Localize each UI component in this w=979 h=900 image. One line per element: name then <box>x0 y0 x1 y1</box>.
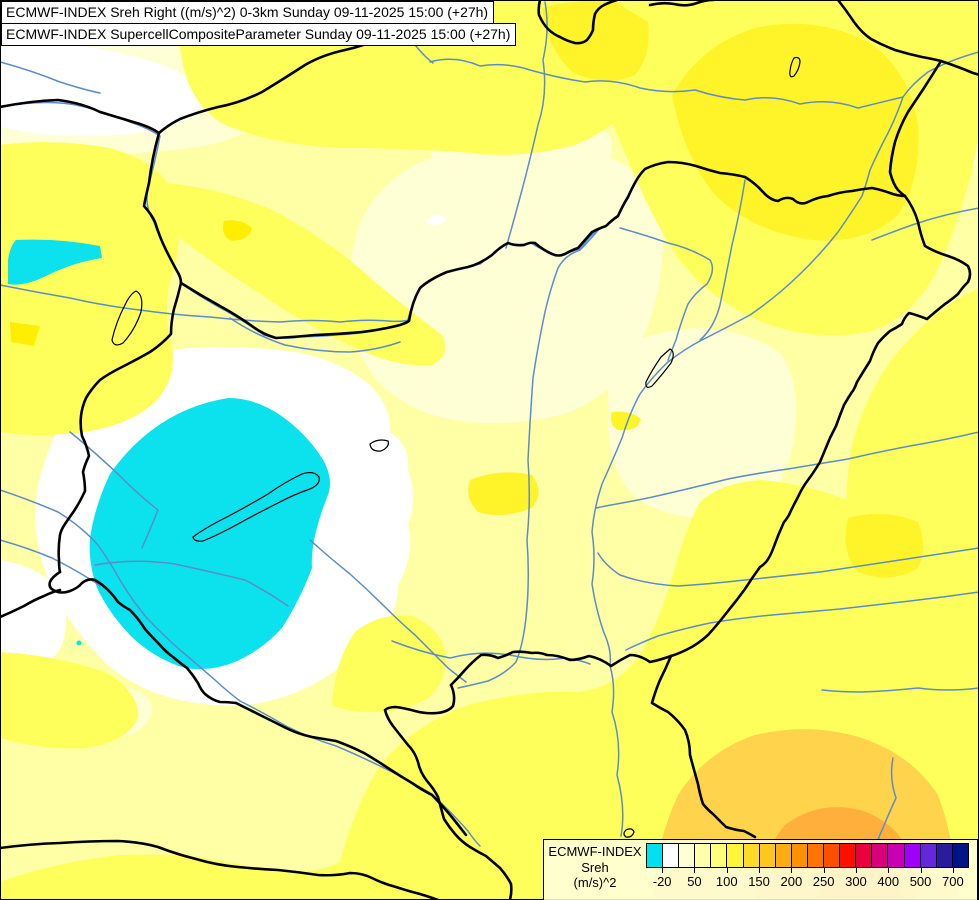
legend-tick-mark <box>694 868 696 873</box>
legend-color-cell <box>663 844 680 867</box>
lake-velence-outline <box>369 439 389 452</box>
legend-color-cell <box>840 844 857 867</box>
legend-color-cell <box>824 844 841 867</box>
legend-color-cell <box>743 844 760 867</box>
legend-tick-label: -20 <box>652 874 672 889</box>
legend-color-cell <box>952 844 968 867</box>
legend-color-cell <box>727 844 744 867</box>
legend-tick-label: 50 <box>687 874 702 889</box>
legend-color-cell <box>711 844 728 867</box>
legend-tick-mark <box>823 868 825 873</box>
legend-color-cell <box>791 844 808 867</box>
legend-units: (m/s)^2 <box>573 875 617 890</box>
legend-color-cell <box>920 844 937 867</box>
legend-label: ECMWF-INDEX Sreh (m/s)^2 <box>544 844 646 891</box>
lake-tisza-outline <box>645 348 674 388</box>
legend-color-cell <box>775 844 792 867</box>
legend-color-cell <box>695 844 712 867</box>
title-box: ECMWF-INDEX Sreh Right ((m/s)^2) 0-3km S… <box>1 1 517 46</box>
title-line-1: ECMWF-INDEX Sreh Right ((m/s)^2) 0-3km S… <box>1 1 495 24</box>
vivid-yellow-regions <box>468 0 923 578</box>
legend-tick-label: 200 <box>780 874 803 889</box>
legend-color-cell <box>936 844 953 867</box>
cyan-region-west <box>8 239 102 285</box>
legend-tick-scale: -20 50 100 150 200 250 300 400 500 700 <box>646 868 969 898</box>
legend-tick-label: 100 <box>715 874 738 889</box>
legend-tick-mark <box>726 868 728 873</box>
legend-tick-label: 700 <box>941 874 964 889</box>
legend-tick-mark <box>759 868 761 873</box>
lake-balaton-outline <box>192 471 320 542</box>
legend-tick-mark <box>888 868 890 873</box>
legend-tick-label: 250 <box>812 874 835 889</box>
legend-tick-mark <box>920 868 922 873</box>
legend-colorbar <box>646 843 969 868</box>
legend-tick-label: 400 <box>877 874 900 889</box>
legend-tick-label: 300 <box>845 874 867 889</box>
cyan-regions <box>8 239 331 670</box>
legend-parameter: Sreh <box>581 859 609 875</box>
deep-yellow-spots <box>10 220 252 346</box>
legend-tick-mark <box>952 868 954 873</box>
cyan-region-balaton <box>89 398 331 670</box>
legend-color-cell <box>888 844 905 867</box>
lake-ferto-outline <box>111 290 143 346</box>
lake-outlines <box>111 56 801 838</box>
legend-color-cell <box>904 844 921 867</box>
legend-box: ECMWF-INDEX Sreh (m/s)^2 -20 50 100 150 200 2… <box>543 839 978 900</box>
legend-title: ECMWF-INDEX <box>548 844 642 859</box>
legend-color-cell <box>807 844 825 867</box>
title-line-2: ECMWF-INDEX SupercellCompositeParameter … <box>1 23 517 46</box>
legend-color-cell <box>872 844 889 867</box>
legend-color-cell <box>647 844 664 867</box>
legend-tick-label: 500 <box>909 874 932 889</box>
legend-tick-mark <box>662 868 664 873</box>
legend-color-cell <box>759 844 776 867</box>
legend-tick-label: 150 <box>748 874 770 889</box>
legend-color-cell <box>679 844 696 867</box>
legend-tick-mark <box>855 868 857 873</box>
legend-tick-mark <box>791 868 793 873</box>
legend-color-cell <box>856 844 873 867</box>
